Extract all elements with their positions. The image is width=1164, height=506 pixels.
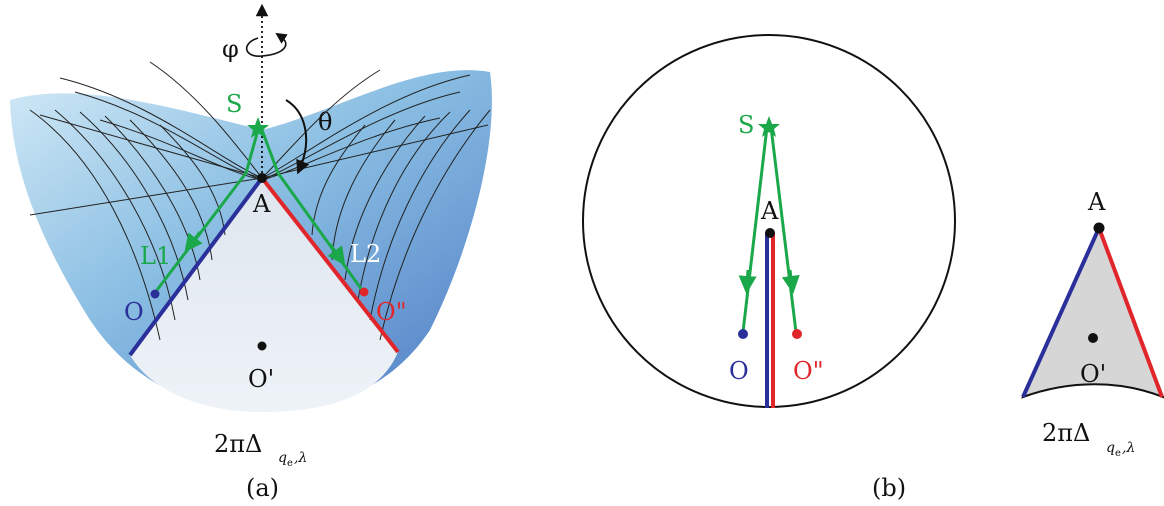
apex-point-b: [765, 228, 775, 238]
observer-label-b: O: [729, 357, 749, 385]
ray-l2-b-arrow: [781, 269, 800, 294]
svg-text:2πΔ: 2πΔ: [1042, 419, 1090, 447]
panel-c: A O' 2πΔ q e ,λ: [1021, 188, 1164, 459]
svg-text:2πΔ: 2πΔ: [214, 430, 262, 458]
observer-label: O: [124, 298, 144, 326]
ray-l1-b-arrow: [738, 269, 757, 294]
source-star-b: [758, 116, 780, 137]
apex-label-c: A: [1087, 188, 1106, 216]
deficit-label-a: 2πΔ q e ,λ: [214, 430, 307, 469]
phi-rotation-arrow: [246, 32, 288, 57]
ray-l2-b: [769, 126, 798, 333]
apex-label: A: [252, 190, 271, 218]
theta-label: θ: [318, 108, 332, 136]
observer-point: [150, 289, 160, 299]
ray1-label: L1: [140, 242, 171, 270]
svg-text:e: e: [287, 458, 293, 469]
svg-text:q: q: [278, 450, 287, 466]
image-point-b: [792, 329, 802, 339]
center-label-c: O': [1080, 360, 1106, 388]
ray-l1-arrow: [184, 231, 203, 253]
deficit-label-c: 2πΔ q e ,λ: [1042, 419, 1135, 459]
apex-point-c: [1093, 222, 1105, 234]
surface-mesh: [29, 61, 491, 341]
center-label: O': [248, 365, 274, 393]
center-point-c: [1088, 333, 1098, 343]
observer-point-b: [738, 329, 748, 339]
image-point: [359, 287, 369, 297]
image-label-b: O": [793, 357, 824, 385]
theta-arc: [285, 99, 310, 175]
svg-text:,λ: ,λ: [294, 450, 307, 466]
source-label-b: S: [738, 111, 754, 139]
ray2-label: L2: [350, 240, 381, 268]
apex-label-b: A: [760, 197, 779, 225]
image-label: O": [376, 298, 407, 326]
ray-l2-arrow: [327, 243, 346, 266]
ray-l1-b: [741, 126, 769, 333]
cut-edge-blue: [128, 176, 264, 357]
svg-text:q: q: [1106, 440, 1115, 456]
panel-a: φ θ S A L1 L2 O O" O' 2πΔ q e ,λ (: [10, 3, 492, 502]
center-point: [257, 341, 267, 351]
panel-b: S A O O" (b): [582, 34, 956, 502]
svg-text:,λ: ,λ: [1122, 440, 1135, 456]
caption-a: (a): [246, 474, 279, 502]
source-star: [247, 117, 269, 138]
source-label: S: [226, 90, 242, 118]
wedge-edge-red: [1097, 227, 1164, 398]
wedge-edge-blue: [1021, 227, 1101, 398]
caption-b: (b): [872, 474, 906, 502]
deficit-wedge: [1021, 225, 1164, 399]
cone-surface-lower: [130, 180, 398, 412]
phi-label: φ: [222, 35, 239, 63]
apex-point: [257, 173, 267, 183]
svg-text:e: e: [1115, 448, 1121, 459]
